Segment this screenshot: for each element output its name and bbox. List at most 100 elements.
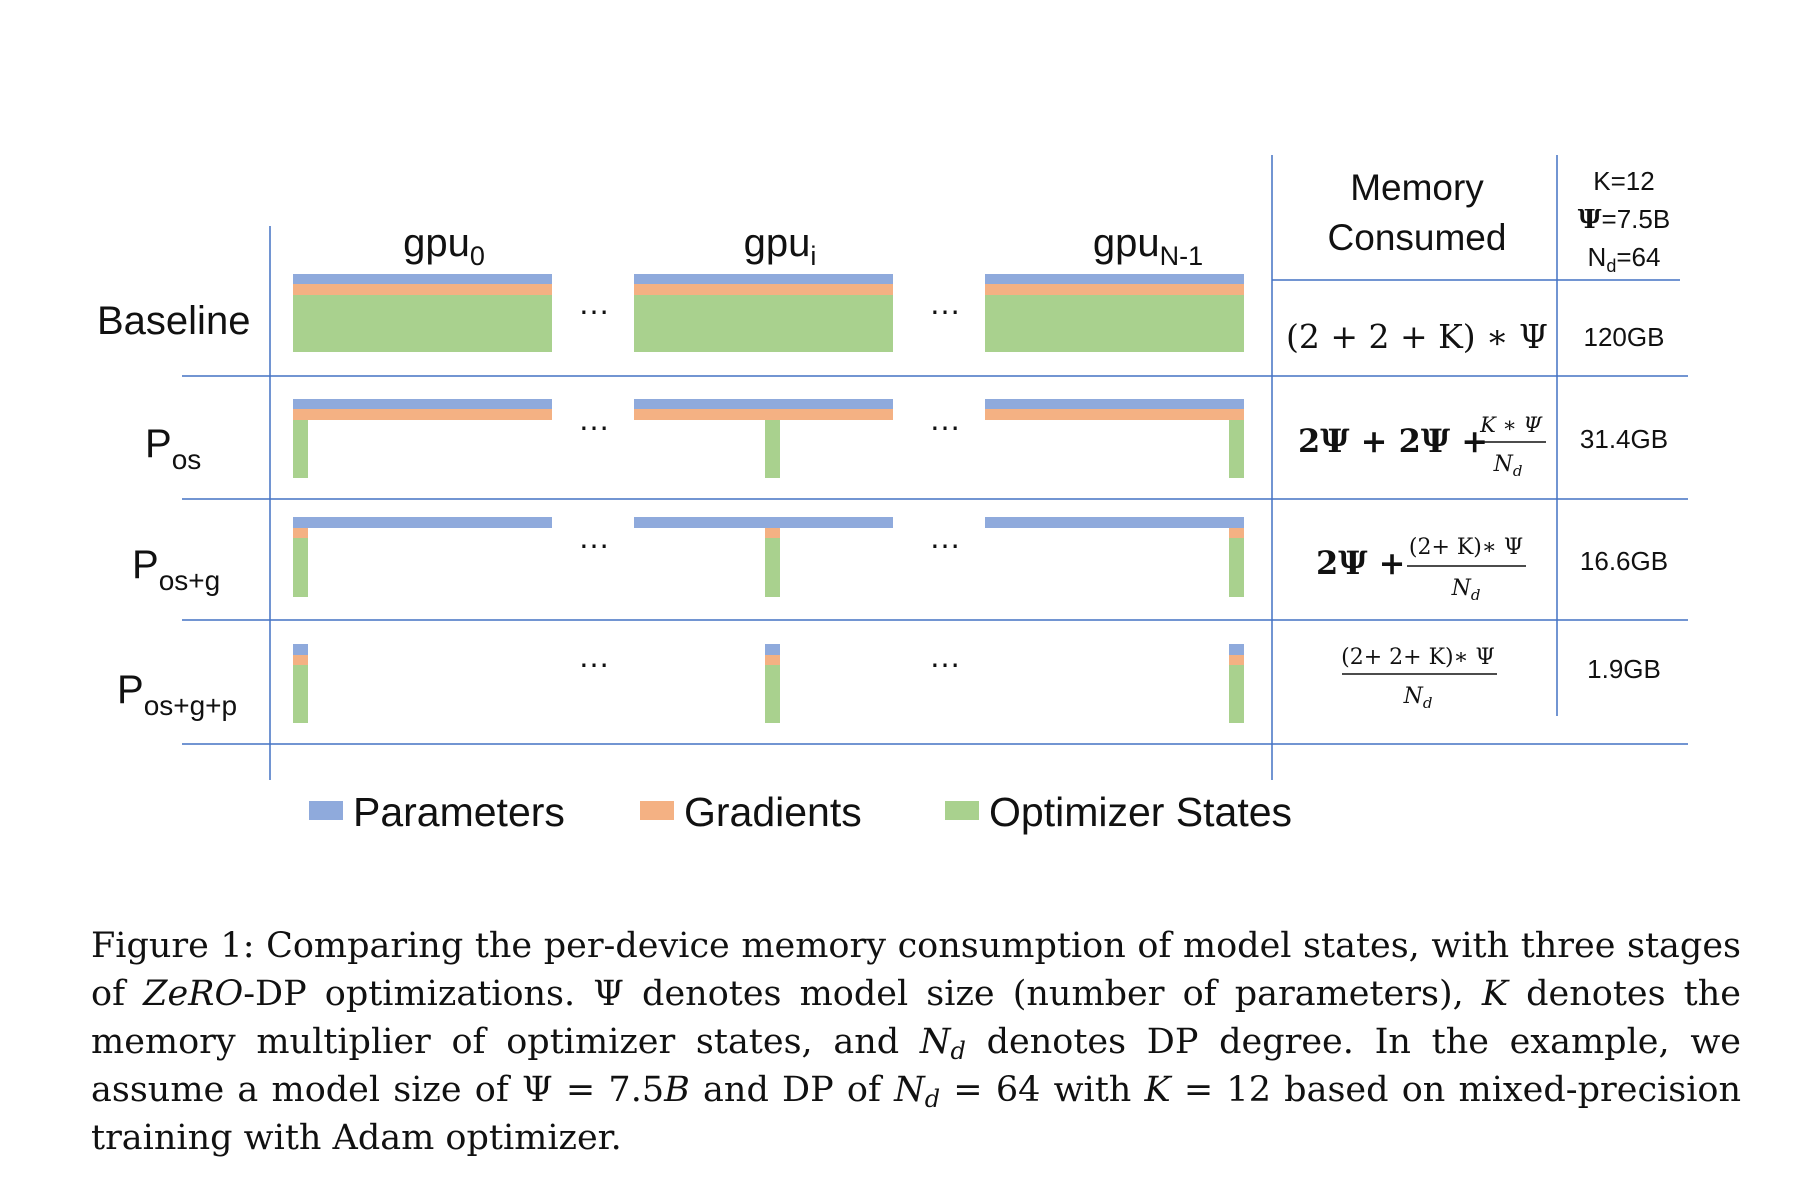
bar-baseline-gradients	[634, 284, 893, 295]
caption-text: denotes DP degree. In the example, we as…	[91, 1022, 1741, 1110]
bar-pos-parameters	[293, 399, 552, 409]
memory-value-pos-g-p: 1.9GB	[1587, 654, 1661, 684]
bar-pos-g-optimizer-states	[1229, 538, 1244, 597]
memory-bars	[293, 274, 1244, 723]
memory-header: Memory Consumed	[1328, 167, 1507, 258]
formula-baseline: (2 + 2 + K) ∗ Ψ	[1286, 317, 1548, 356]
bar-baseline-parameters	[634, 274, 893, 284]
bar-pos-g-parameters	[293, 517, 552, 528]
gpu-header-n-1: gpuN-1	[1093, 221, 1203, 271]
caption-text: = 12 based on mixed-precision training w…	[91, 1070, 1742, 1158]
bar-baseline-optimizer-states	[293, 295, 552, 352]
caption-figure-label: Figure 1:	[91, 926, 255, 966]
ellipses: … … … … … … … …	[578, 285, 961, 674]
caption-nd: N	[894, 1070, 925, 1110]
bar-pos-g-gradients	[765, 528, 780, 538]
bar-pos-gradients	[634, 409, 893, 420]
formula-pos-prefix: 2Ψ + 2Ψ +	[1298, 422, 1488, 460]
caption-zero: ZeRO	[143, 974, 244, 1014]
caption-text: Comparing the per-device memory consumpt…	[91, 926, 1741, 1014]
bar-baseline-gradients	[985, 284, 1244, 295]
bar-baseline-parameters	[293, 274, 552, 284]
bar-pos-g-p-parameters	[1229, 644, 1244, 655]
memory-value-baseline: 120GB	[1584, 322, 1665, 352]
figure-caption: Figure 1: Comparing the per-device memor…	[91, 922, 1741, 1162]
ellipsis: …	[929, 401, 961, 437]
gpu-headers: gpu0 gpui gpuN-1	[403, 221, 1203, 271]
ellipsis: …	[929, 285, 961, 321]
memory-title-line1: Memory	[1350, 167, 1484, 208]
bar-pos-g-gradients	[293, 528, 308, 538]
bar-pos-g-p-gradients	[1229, 655, 1244, 665]
bar-pos-g-p-optimizer-states	[1229, 665, 1244, 723]
formula-pos-g-prefix: 2Ψ +	[1316, 544, 1405, 582]
legend-label-optimizer-states: Optimizer States	[989, 789, 1292, 835]
bar-pos-g-optimizer-states	[765, 538, 780, 597]
formulas: (2 + 2 + K) ∗ Ψ 2Ψ + 2Ψ + K ∗ Ψ Nd 2Ψ + …	[1286, 317, 1548, 712]
ellipsis: …	[929, 519, 961, 555]
caption-nd-sub: d	[950, 1037, 966, 1065]
caption-k: K	[1144, 1070, 1171, 1110]
bar-pos-g-p-gradients	[293, 655, 308, 665]
ellipsis: …	[929, 638, 961, 674]
legend-swatch-optimizer-states	[945, 801, 979, 820]
formula-pos-g-p-numerator: (2+ 2+ K)∗ Ψ	[1341, 645, 1495, 670]
bar-pos-gradients	[293, 409, 552, 420]
memory-values: 120GB 31.4GB 16.6GB 1.9GB	[1580, 322, 1668, 684]
param-k: K=12	[1593, 166, 1654, 196]
caption-nd-sub: d	[924, 1085, 941, 1113]
formula-pos-denominator: Nd	[1493, 452, 1523, 480]
bar-pos-g-parameters	[985, 517, 1244, 528]
table-grid	[182, 155, 1688, 780]
legend-label-parameters: Parameters	[353, 789, 565, 835]
legend: Parameters Gradients Optimizer States	[309, 789, 1292, 835]
bar-pos-g-optimizer-states	[293, 538, 308, 597]
formula-pos-numerator: K ∗ Ψ	[1479, 413, 1543, 437]
row-label-pos-g: Pos+g	[132, 543, 220, 596]
gpu-header-i: gpui	[744, 221, 817, 271]
param-psi: Ψ=7.5B	[1578, 204, 1670, 235]
ellipsis: …	[578, 638, 610, 674]
ellipsis: …	[578, 285, 610, 321]
bar-pos-g-p-gradients	[765, 655, 780, 665]
param-nd: Nd=64	[1588, 242, 1661, 276]
bar-pos-g-p-parameters	[765, 644, 780, 655]
legend-swatch-parameters	[309, 801, 343, 820]
memory-title-line2: Consumed	[1328, 217, 1507, 258]
bar-baseline-optimizer-states	[985, 295, 1244, 352]
params-header: K=12 Ψ=7.5B Nd=64	[1578, 166, 1670, 276]
bar-baseline-gradients	[293, 284, 552, 295]
bar-baseline-optimizer-states	[634, 295, 893, 352]
memory-value-pos: 31.4GB	[1580, 424, 1668, 454]
caption-k: K	[1481, 974, 1508, 1014]
legend-label-gradients: Gradients	[684, 789, 862, 835]
bar-pos-g-parameters	[634, 517, 893, 528]
bar-pos-g-p-optimizer-states	[765, 665, 780, 723]
caption-nd: N	[919, 1022, 951, 1062]
caption-text: -DP optimizations. Ψ denotes model size …	[243, 974, 1482, 1014]
bar-pos-g-p-parameters	[293, 644, 308, 655]
formula-pos-g-numerator: (2+ K)∗ Ψ	[1409, 535, 1523, 560]
memory-value-pos-g: 16.6GB	[1580, 546, 1668, 576]
bar-pos-optimizer-states	[1229, 420, 1244, 478]
bar-pos-g-p-optimizer-states	[293, 665, 308, 723]
row-label-baseline: Baseline	[97, 299, 250, 343]
formula-pos-g-denominator: Nd	[1451, 576, 1481, 604]
caption-text: and DP of	[689, 1070, 895, 1110]
caption-b: B	[664, 1070, 690, 1110]
bar-pos-g-gradients	[1229, 528, 1244, 538]
bar-pos-parameters	[634, 399, 893, 409]
row-labels: Baseline Pos Pos+g Pos+g+p	[97, 299, 250, 721]
bar-baseline-parameters	[985, 274, 1244, 284]
caption-text: denotes the memory multiplier of optimiz…	[91, 974, 1741, 1062]
bar-pos-parameters	[985, 399, 1244, 409]
bar-pos-gradients	[985, 409, 1244, 420]
row-label-pos: Pos	[145, 422, 201, 475]
formula-pos-g-p-denominator: Nd	[1403, 684, 1433, 712]
bar-pos-optimizer-states	[293, 420, 308, 478]
row-label-pos-g-p: Pos+g+p	[117, 668, 237, 721]
gpu-header-0: gpu0	[403, 221, 485, 271]
bar-pos-optimizer-states	[765, 420, 780, 478]
ellipsis: …	[578, 401, 610, 437]
